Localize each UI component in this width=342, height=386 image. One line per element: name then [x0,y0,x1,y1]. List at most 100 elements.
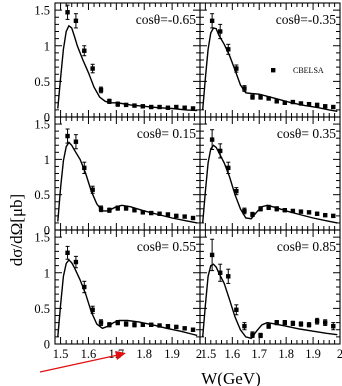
data-point [282,320,288,325]
data-point [123,205,129,211]
data-point [209,18,215,24]
x-tick-label: 2 [337,347,342,361]
x-tick-label: 1.9 [305,347,321,361]
data-point [190,215,196,221]
data-point [306,210,312,215]
data-point [107,208,112,213]
data-point [258,206,263,212]
data-point [298,209,304,214]
panel-2: cosθ=-0.35 CBELSA [199,2,341,118]
data-point [314,102,320,108]
y-tick-label: 0 [44,338,50,352]
x-tick-label: 1.8 [136,347,152,361]
data-point [266,96,271,101]
data-point [182,326,187,331]
data-point [314,319,320,324]
legend-label: CBELSA [293,66,324,75]
data-point [258,333,263,338]
data-point [306,101,312,107]
data-point [132,322,137,327]
annotation-arrow-line [39,354,119,373]
data-point [98,87,104,93]
data-point [132,103,137,108]
data-point [266,205,271,210]
data-point [174,324,179,330]
data-point [90,187,95,192]
data-point [182,214,187,219]
data-point [174,104,179,110]
data-point [234,307,239,312]
annotation-arrow-head [115,351,126,360]
data-point [322,320,328,325]
data-point [174,213,179,219]
y-tick-label: 1 [44,153,50,167]
data-point [73,139,79,144]
data-point [209,137,215,142]
data-point [217,270,223,275]
panel-label: cosθ= 0.15 [137,126,196,141]
data-point [123,102,129,108]
x-tick-label: 2 [196,347,202,361]
data-point [234,188,239,194]
legend-marker [271,68,276,73]
data-point [65,250,70,255]
data-point [73,259,79,265]
y-tick-label: 1.5 [34,4,50,18]
x-axis-label: W(GeV) [201,369,260,386]
data-point [140,104,146,109]
y-tick-label: 1.5 [34,231,50,245]
panel-label: cosθ=-0.65 [136,12,196,27]
panel-label: cosθ=-0.35 [276,12,336,27]
data-point [190,106,196,111]
data-point [90,307,95,312]
data-point [140,210,146,215]
data-point [322,212,328,218]
data-point [149,322,154,327]
panel-label: cosθ= 0.85 [277,239,336,254]
data-point [250,332,255,337]
panel-3: 0 0.5 1 1.5 cosθ= 0.15 [34,116,201,238]
data-point [274,206,279,212]
data-point [331,104,336,110]
data-point [242,208,247,214]
data-point [242,86,247,91]
data-point [266,323,271,329]
data-point [149,210,154,216]
annotation-arrow [39,351,126,373]
data-point [250,212,255,217]
data-point [190,327,196,332]
data-point [82,284,87,290]
data-point [90,66,95,71]
data-point [157,211,162,216]
y-tick-label: 0.5 [34,188,50,202]
x-tick-label: 1.5 [201,347,217,361]
data-point [98,320,104,325]
data-point [140,322,146,327]
data-point [226,165,231,171]
panel-6: 1.5 1.6 1.7 1.8 1.9 2 cosθ= 0.85 [199,229,342,361]
data-point [182,105,187,110]
data-point [250,94,255,100]
data-point [274,99,279,104]
data-point [65,133,70,139]
data-point [314,211,320,216]
data-point [306,322,312,327]
data-point [73,18,79,24]
data-point [282,100,288,105]
data-point [82,165,87,171]
data-point [217,29,223,34]
data-point [298,101,304,106]
data-point [115,101,120,107]
data-point [331,323,336,329]
data-point [282,208,288,213]
data-point [290,321,296,326]
data-point [331,213,336,219]
y-tick-label: 0.5 [34,302,50,316]
x-tick-label: 1.5 [53,347,69,361]
x-tick-label: 1.8 [278,347,294,361]
data-point [107,322,112,327]
theory-curve [202,144,338,224]
data-point [82,48,87,53]
